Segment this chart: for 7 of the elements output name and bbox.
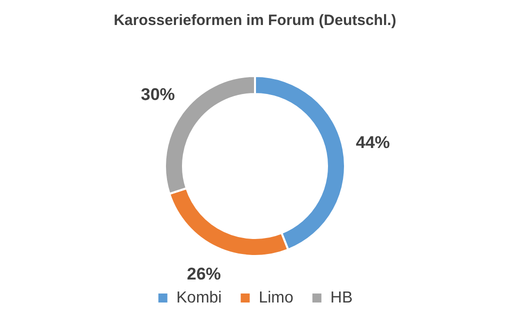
legend-label: Kombi <box>176 289 222 306</box>
data-label: 44% <box>356 133 390 152</box>
data-label: 26% <box>186 264 221 284</box>
legend-label: HB <box>330 289 353 306</box>
legend-label: Limo <box>258 289 294 306</box>
chart-title: Karosserieformen im Forum (Deutschl.) <box>114 12 396 30</box>
data-label: 30% <box>140 85 175 104</box>
